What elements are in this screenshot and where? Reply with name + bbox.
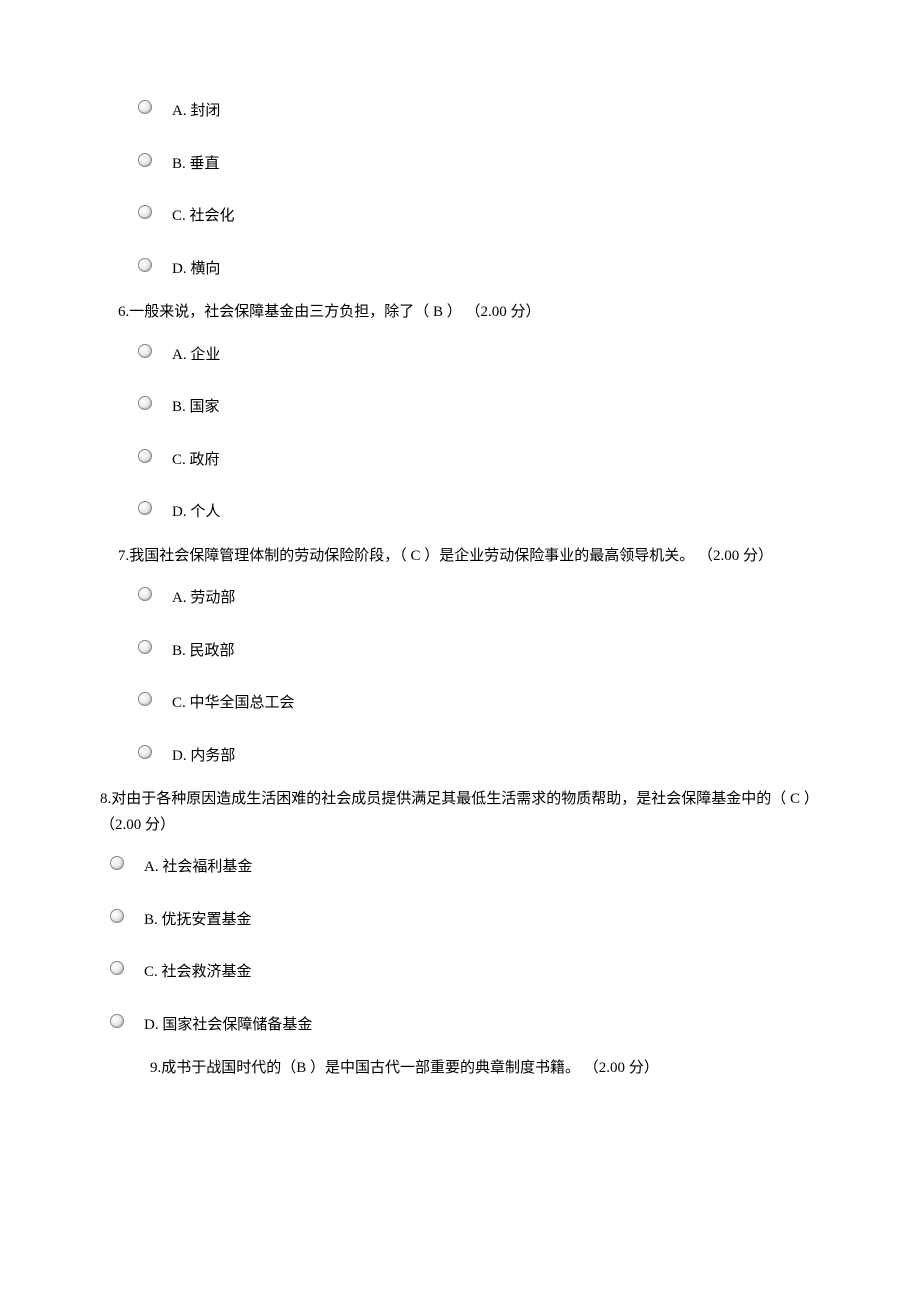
- q8-option-c[interactable]: C. 社会救济基金: [110, 961, 820, 984]
- option-label: D. 横向: [172, 258, 220, 281]
- q8-question: 8.对由于各种原因造成生活困难的社会成员提供满足其最低生活需求的物质帮助，是社会…: [100, 787, 820, 838]
- q5-option-a[interactable]: A. 封闭: [138, 100, 820, 123]
- option-label: B. 国家: [172, 396, 220, 419]
- radio-icon: [138, 205, 152, 219]
- option-label: B. 垂直: [172, 153, 220, 176]
- q7-option-c[interactable]: C. 中华全国总工会: [138, 692, 820, 715]
- radio-icon: [138, 449, 152, 463]
- q7-question: 7.我国社会保障管理体制的劳动保险阶段，（ C ）是企业劳动保险事业的最高领导机…: [118, 544, 820, 570]
- q8-options-group: A. 社会福利基金 B. 优抚安置基金 C. 社会救济基金 D. 国家社会保障储…: [100, 856, 820, 1036]
- q8-option-a[interactable]: A. 社会福利基金: [110, 856, 820, 879]
- q7-option-d[interactable]: D. 内务部: [138, 745, 820, 768]
- q7-option-b[interactable]: B. 民政部: [138, 640, 820, 663]
- q8-option-d[interactable]: D. 国家社会保障储备基金: [110, 1014, 820, 1037]
- radio-icon: [110, 1014, 124, 1028]
- q5-option-c[interactable]: C. 社会化: [138, 205, 820, 228]
- radio-icon: [138, 587, 152, 601]
- q6-option-d[interactable]: D. 个人: [138, 501, 820, 524]
- option-label: C. 社会救济基金: [144, 961, 252, 984]
- q6-options-group: A. 企业 B. 国家 C. 政府 D. 个人: [100, 344, 820, 524]
- radio-icon: [110, 856, 124, 870]
- radio-icon: [110, 961, 124, 975]
- radio-icon: [138, 501, 152, 515]
- option-label: D. 个人: [172, 501, 220, 524]
- option-label: B. 优抚安置基金: [144, 909, 252, 932]
- radio-icon: [138, 640, 152, 654]
- radio-icon: [138, 692, 152, 706]
- radio-icon: [138, 396, 152, 410]
- q7-options-group: A. 劳动部 B. 民政部 C. 中华全国总工会 D. 内务部: [100, 587, 820, 767]
- q6-question: 6.一般来说，社会保障基金由三方负担，除了（ B ） （2.00 分）: [118, 300, 820, 326]
- q5-option-b[interactable]: B. 垂直: [138, 153, 820, 176]
- q9-question: 9.成书于战国时代的（B ）是中国古代一部重要的典章制度书籍。 （2.00 分）: [150, 1056, 820, 1082]
- option-label: D. 内务部: [172, 745, 235, 768]
- option-label: C. 社会化: [172, 205, 235, 228]
- option-label: C. 中华全国总工会: [172, 692, 295, 715]
- option-label: A. 社会福利基金: [144, 856, 252, 879]
- radio-icon: [138, 100, 152, 114]
- option-label: B. 民政部: [172, 640, 235, 663]
- q6-option-c[interactable]: C. 政府: [138, 449, 820, 472]
- radio-icon: [138, 258, 152, 272]
- option-label: A. 企业: [172, 344, 220, 367]
- radio-icon: [138, 344, 152, 358]
- option-label: A. 封闭: [172, 100, 220, 123]
- option-label: C. 政府: [172, 449, 220, 472]
- q5-options-group: A. 封闭 B. 垂直 C. 社会化 D. 横向: [100, 100, 820, 280]
- q5-option-d[interactable]: D. 横向: [138, 258, 820, 281]
- q6-option-a[interactable]: A. 企业: [138, 344, 820, 367]
- q6-option-b[interactable]: B. 国家: [138, 396, 820, 419]
- q8-option-b[interactable]: B. 优抚安置基金: [110, 909, 820, 932]
- radio-icon: [138, 745, 152, 759]
- option-label: A. 劳动部: [172, 587, 235, 610]
- q7-option-a[interactable]: A. 劳动部: [138, 587, 820, 610]
- option-label: D. 国家社会保障储备基金: [144, 1014, 312, 1037]
- radio-icon: [110, 909, 124, 923]
- radio-icon: [138, 153, 152, 167]
